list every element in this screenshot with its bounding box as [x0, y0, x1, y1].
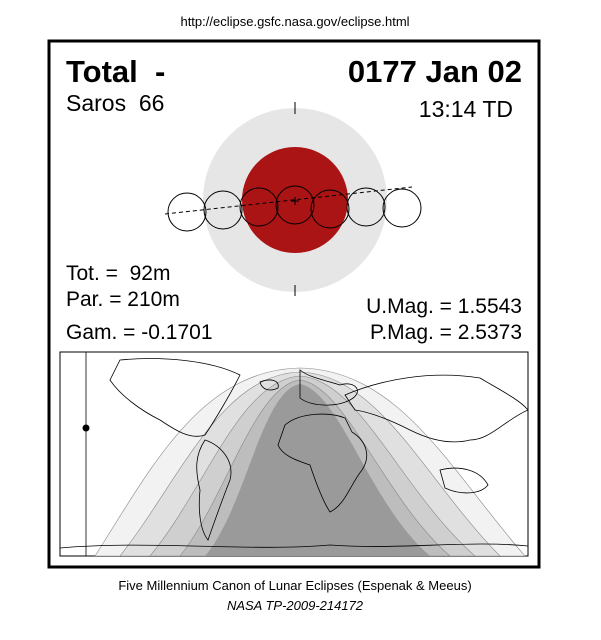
- eclipse-geometry: [164, 102, 422, 296]
- footer-reference: NASA TP-2009-214172: [227, 598, 364, 613]
- gamma: Gam. = -0.1701: [66, 321, 213, 344]
- eclipse-date: 0177 Jan 02: [348, 54, 522, 89]
- world-map: [59, 351, 529, 557]
- partial-duration: Par. = 210m: [66, 288, 180, 311]
- time: 13:14 TD: [419, 96, 513, 122]
- penumbral-magnitude: P.Mag. = 2.5373: [370, 321, 522, 344]
- url: http://eclipse.gsfc.nasa.gov/eclipse.htm…: [180, 14, 409, 29]
- umbral-magnitude: U.Mag. = 1.5543: [366, 295, 522, 318]
- total-duration: Tot. = 92m: [66, 262, 170, 285]
- eclipse-type: Total -: [66, 54, 165, 89]
- saros: Saros 66: [66, 90, 164, 116]
- footer-title: Five Millennium Canon of Lunar Eclipses …: [118, 578, 471, 593]
